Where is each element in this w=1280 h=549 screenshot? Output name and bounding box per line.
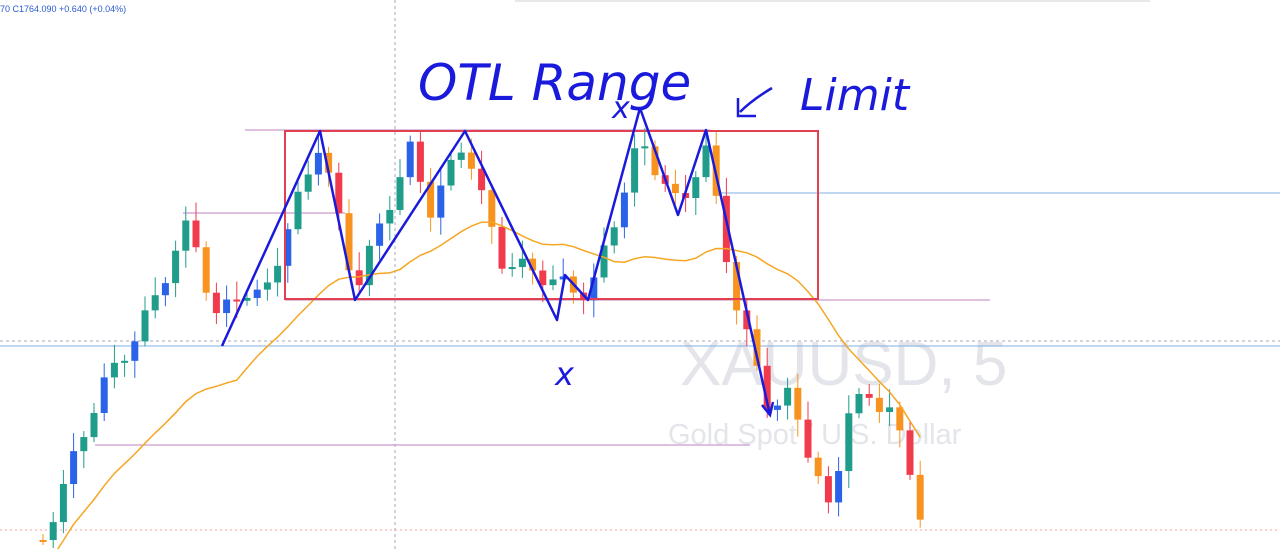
candle-body bbox=[590, 277, 598, 301]
candle-body bbox=[631, 148, 639, 193]
candle-body bbox=[386, 209, 394, 224]
candle-body bbox=[212, 292, 220, 314]
candle-body bbox=[131, 341, 139, 361]
ohlc-readout: 70 C1764.090 +0.640 (+0.04%) bbox=[0, 4, 126, 14]
candle-body bbox=[824, 476, 832, 503]
annotation-title: OTL Range bbox=[418, 54, 691, 112]
candle-body bbox=[253, 289, 261, 298]
candle-body bbox=[467, 152, 475, 169]
candle-body bbox=[141, 310, 149, 342]
candle-body bbox=[549, 279, 557, 286]
candle-body bbox=[447, 159, 455, 186]
candle-body bbox=[865, 394, 873, 398]
candle-body bbox=[835, 471, 843, 503]
candle-body bbox=[355, 270, 363, 286]
candle-body bbox=[508, 267, 516, 270]
candle-body bbox=[620, 192, 628, 228]
annotation-x: x bbox=[554, 355, 575, 393]
candle-body bbox=[518, 258, 526, 268]
candle-body bbox=[172, 250, 180, 284]
candle-body bbox=[722, 195, 730, 263]
candle-body bbox=[753, 329, 761, 366]
annotation-x: x bbox=[611, 91, 630, 126]
candle-body bbox=[610, 227, 618, 246]
candle-body bbox=[875, 397, 883, 412]
candle-body bbox=[478, 168, 486, 191]
candle-body bbox=[284, 229, 292, 266]
candle-body bbox=[906, 430, 914, 475]
candle-body bbox=[110, 362, 118, 378]
candle-body bbox=[886, 407, 894, 412]
candle-body bbox=[427, 181, 435, 218]
candle-body bbox=[733, 262, 741, 311]
watermark-symbol: XAUUSD, 5 bbox=[680, 330, 1007, 399]
zigzag-drawing bbox=[220, 106, 772, 416]
candle-body bbox=[406, 141, 414, 178]
candle-body bbox=[855, 394, 863, 414]
top-bar bbox=[515, 0, 1150, 2]
candle-body bbox=[784, 387, 792, 406]
candle-body bbox=[773, 405, 781, 410]
candle-body bbox=[100, 377, 108, 413]
candle-body bbox=[314, 152, 322, 175]
candle-body bbox=[559, 276, 567, 280]
limit-arrow bbox=[736, 86, 773, 118]
candle-body bbox=[488, 190, 496, 227]
candle-body bbox=[896, 407, 904, 431]
candle-body bbox=[671, 183, 679, 194]
watermark-description: Gold Spot / U.S. Dollar bbox=[668, 419, 962, 451]
candle-body bbox=[916, 474, 924, 520]
candle-body bbox=[80, 437, 88, 452]
candle-body bbox=[202, 247, 210, 293]
candle-body bbox=[233, 299, 241, 302]
candle-body bbox=[59, 484, 67, 523]
candle-body bbox=[651, 146, 659, 176]
candle-body bbox=[223, 299, 231, 314]
candle-body bbox=[529, 258, 537, 271]
candle-body bbox=[192, 220, 200, 248]
candle-body bbox=[396, 177, 404, 210]
candle-body bbox=[161, 283, 169, 296]
arrow-head bbox=[761, 401, 775, 418]
candle-body bbox=[804, 419, 812, 458]
candle-body bbox=[600, 245, 608, 278]
candle-body bbox=[304, 174, 312, 192]
candle-body bbox=[845, 413, 853, 472]
candle-body bbox=[49, 522, 57, 540]
candle-body bbox=[416, 141, 424, 182]
candle-body bbox=[325, 152, 333, 173]
candle-body bbox=[692, 177, 700, 198]
candle-body bbox=[151, 295, 159, 311]
candle-body bbox=[274, 265, 282, 283]
candle-body bbox=[294, 191, 302, 230]
candle-body bbox=[376, 223, 384, 246]
candle-body bbox=[641, 146, 649, 149]
candle-body bbox=[121, 360, 129, 363]
candle-body bbox=[498, 226, 506, 269]
candle-body bbox=[90, 412, 98, 438]
moving-average bbox=[56, 221, 921, 549]
candle-body bbox=[814, 457, 822, 477]
candle-body bbox=[182, 220, 190, 251]
annotation-limit: Limit bbox=[800, 70, 911, 121]
candle-body bbox=[763, 365, 771, 410]
candles bbox=[39, 128, 924, 548]
candle-body bbox=[365, 245, 373, 286]
candle-body bbox=[335, 172, 343, 214]
candle-body bbox=[243, 297, 251, 301]
candle-body bbox=[39, 540, 47, 542]
candle-body bbox=[743, 310, 751, 330]
candle-body bbox=[794, 387, 802, 420]
range-box bbox=[284, 130, 819, 300]
candle-body bbox=[437, 185, 445, 218]
candle-body bbox=[263, 282, 271, 290]
candle-body bbox=[702, 145, 710, 178]
candle-body bbox=[539, 270, 547, 286]
candle-body bbox=[457, 152, 465, 160]
candle-body bbox=[345, 213, 353, 271]
candle-body bbox=[70, 451, 78, 485]
